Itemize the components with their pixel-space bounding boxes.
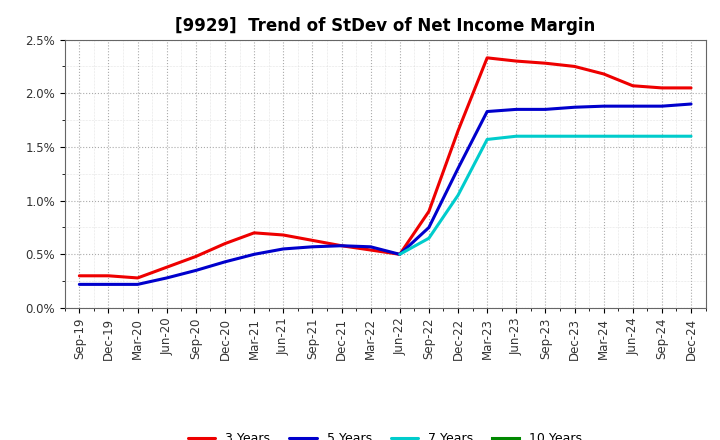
5 Years — [337, 243, 346, 248]
7 Years — [541, 134, 550, 139]
5 Years — [279, 246, 287, 252]
5 Years — [220, 259, 229, 264]
5 Years — [308, 244, 317, 249]
5 Years — [163, 275, 171, 281]
5 Years — [75, 282, 84, 287]
5 Years — [570, 105, 579, 110]
7 Years — [570, 134, 579, 139]
3 Years — [541, 61, 550, 66]
5 Years — [395, 252, 404, 257]
3 Years — [687, 85, 696, 91]
Legend: 3 Years, 5 Years, 7 Years, 10 Years: 3 Years, 5 Years, 7 Years, 10 Years — [183, 427, 588, 440]
5 Years — [425, 225, 433, 230]
3 Years — [657, 85, 666, 91]
7 Years — [483, 137, 492, 142]
3 Years — [454, 128, 462, 133]
3 Years — [570, 64, 579, 69]
3 Years — [366, 247, 375, 253]
3 Years — [104, 273, 113, 279]
5 Years — [541, 107, 550, 112]
3 Years — [629, 83, 637, 88]
Title: [9929]  Trend of StDev of Net Income Margin: [9929] Trend of StDev of Net Income Marg… — [175, 17, 595, 35]
7 Years — [454, 193, 462, 198]
7 Years — [687, 134, 696, 139]
Line: 5 Years: 5 Years — [79, 104, 691, 284]
5 Years — [133, 282, 142, 287]
Line: 7 Years: 7 Years — [400, 136, 691, 254]
5 Years — [687, 101, 696, 106]
3 Years — [133, 275, 142, 281]
3 Years — [425, 209, 433, 214]
7 Years — [395, 252, 404, 257]
Line: 3 Years: 3 Years — [79, 58, 691, 278]
7 Years — [599, 134, 608, 139]
7 Years — [629, 134, 637, 139]
3 Years — [395, 252, 404, 257]
3 Years — [308, 238, 317, 243]
5 Years — [454, 166, 462, 171]
5 Years — [250, 252, 258, 257]
3 Years — [163, 264, 171, 270]
5 Years — [366, 244, 375, 249]
3 Years — [337, 243, 346, 248]
3 Years — [75, 273, 84, 279]
7 Years — [425, 235, 433, 241]
5 Years — [192, 268, 200, 273]
7 Years — [657, 134, 666, 139]
5 Years — [629, 103, 637, 109]
7 Years — [512, 134, 521, 139]
5 Years — [599, 103, 608, 109]
3 Years — [192, 254, 200, 259]
5 Years — [483, 109, 492, 114]
3 Years — [279, 232, 287, 238]
3 Years — [220, 241, 229, 246]
3 Years — [250, 230, 258, 235]
5 Years — [657, 103, 666, 109]
5 Years — [104, 282, 113, 287]
3 Years — [512, 59, 521, 64]
3 Years — [599, 71, 608, 77]
3 Years — [483, 55, 492, 60]
5 Years — [512, 107, 521, 112]
